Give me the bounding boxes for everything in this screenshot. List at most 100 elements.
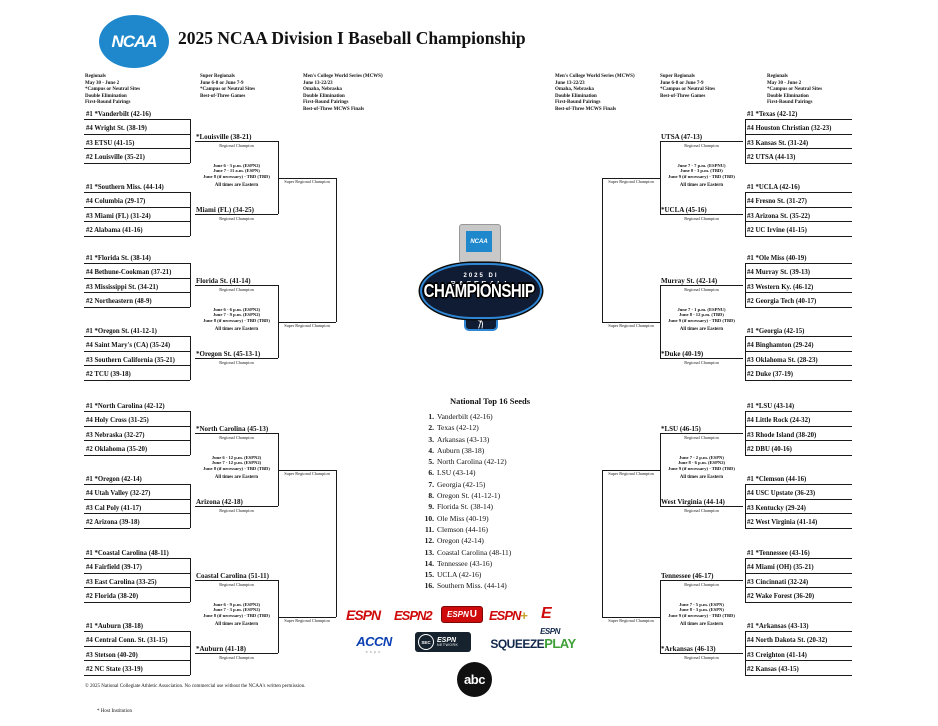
seed-team: Tennessee (43-16) bbox=[437, 558, 493, 568]
team-name: #4 Holy Cross (31-25) bbox=[86, 417, 149, 425]
bracket-line bbox=[190, 558, 191, 602]
schedule-line: June 7 - 1 p.m. (ESPNU) bbox=[677, 306, 726, 312]
regional-champion-name: *Arkansas (46-13) bbox=[661, 644, 716, 653]
super-regional-champion-caption: Super Regional Champion bbox=[284, 618, 330, 623]
bracket-line bbox=[745, 513, 852, 515]
seed-item: 7. Georgia (42-15) bbox=[420, 479, 590, 490]
bracket-line bbox=[84, 601, 190, 603]
bracket-line bbox=[660, 285, 743, 286]
bracket-line bbox=[660, 141, 661, 214]
bracket-line bbox=[190, 411, 191, 455]
schedule-line: June 8 - 3 p.m. (TBD) bbox=[680, 168, 723, 174]
info-line: June 6-8 or June 7-9 bbox=[660, 80, 704, 86]
team-name: #4 Miami (OH) (35-21) bbox=[747, 564, 814, 572]
play-word: PLAY bbox=[544, 636, 576, 651]
team-name: #2 Kansas (43-15) bbox=[747, 666, 799, 674]
info-line: Men's College World Series (MCWS) bbox=[303, 74, 383, 79]
schedule-line: June 7 - 7 p.m. (ESPNU) bbox=[677, 162, 726, 168]
info-block-mcws-left: Men's College World Series (MCWS) June 13… bbox=[303, 74, 383, 114]
seed-item: 8. Oregon St. (41-12-1) bbox=[420, 490, 590, 501]
bracket-line bbox=[84, 192, 190, 193]
squeeze-word: SQUEEZE bbox=[490, 637, 545, 651]
seed-team: Clemson (44-16) bbox=[437, 524, 489, 534]
bracket-line bbox=[745, 192, 746, 236]
seed-team: Vanderbilt (42-16) bbox=[437, 412, 493, 421]
squeeze-espn-text: ESPN bbox=[540, 627, 560, 636]
super-regional-schedule: June 6 - 6 p.m. (ESPN2) June 7 - 9 p.m. (… bbox=[196, 307, 277, 333]
seed-number: 14. bbox=[424, 558, 434, 568]
championship-logo: NCAA 2025 DI BASEBALL CHAMPIONSHIP bbox=[412, 224, 546, 331]
all-times-note: All times are Eastern bbox=[214, 474, 259, 480]
info-line: Double Elimination bbox=[555, 93, 597, 99]
info-line: Double Elimination bbox=[767, 93, 809, 99]
regional-champion-name: *Duke (40-19) bbox=[661, 349, 704, 358]
bracket-line bbox=[84, 660, 190, 662]
team-name: #2 Oklahoma (35-20) bbox=[86, 446, 148, 454]
seed-team: Auburn (38-18) bbox=[437, 445, 485, 455]
bracket-line bbox=[190, 119, 191, 163]
espn-deportes-logo: E bbox=[541, 605, 552, 622]
seed-team: Ole Miss (40-19) bbox=[437, 513, 489, 523]
info-line: Double Elimination bbox=[85, 93, 127, 99]
bracket-line bbox=[278, 177, 336, 179]
bracket-line bbox=[745, 148, 852, 150]
team-name: #1 *Oregon St. (41-12-1) bbox=[86, 327, 157, 335]
seed-number: 16. bbox=[424, 581, 434, 591]
info-line: First-Round Pairings bbox=[85, 100, 131, 106]
team-name: #4 Fairfield (39-17) bbox=[86, 564, 142, 572]
regional-champion-name: Florida St. (41-14) bbox=[196, 276, 251, 285]
bracket-line bbox=[602, 321, 660, 323]
team-name: #3 Arizona St. (35-22) bbox=[747, 212, 811, 220]
sec-network-logo: SEC ESPN NETWORK bbox=[415, 632, 471, 652]
bracket-line bbox=[195, 141, 278, 142]
super-regional-champion-caption: Super Regional Champion bbox=[608, 471, 654, 476]
bracket-line bbox=[84, 645, 190, 647]
team-name: #3 East Carolina (33-25) bbox=[86, 578, 157, 586]
team-name: #4 Murray St. (39-13) bbox=[747, 269, 811, 277]
bracket-line bbox=[745, 206, 852, 208]
all-times-note: All times are Eastern bbox=[679, 326, 724, 332]
team-name: #3 Rhode Island (38-20) bbox=[747, 431, 817, 439]
seed-number: 15. bbox=[424, 570, 434, 580]
bracket-line bbox=[602, 469, 660, 471]
bracket-line bbox=[84, 162, 190, 164]
espn-wordmark: ESPN bbox=[346, 607, 381, 623]
bracket-line bbox=[745, 336, 746, 380]
espnu-letter: U bbox=[469, 609, 478, 620]
bracket-line bbox=[602, 177, 660, 179]
team-name: #1 *UCLA (42-16) bbox=[747, 183, 800, 191]
all-times-note: All times are Eastern bbox=[214, 326, 259, 332]
seed-number: 12. bbox=[424, 536, 434, 546]
regional-champion-caption: Regional Champion bbox=[684, 654, 719, 660]
espn-logo: ESPN bbox=[346, 607, 381, 625]
regional-champion-name: *Auburn (41-18) bbox=[196, 644, 246, 653]
regional-champion-caption: Regional Champion bbox=[219, 434, 254, 440]
seed-item: 2. Texas (42-12) bbox=[420, 422, 590, 433]
bracket-line bbox=[84, 379, 190, 381]
bracket-line bbox=[84, 454, 190, 456]
regional-champion-caption: Regional Champion bbox=[219, 507, 254, 513]
team-name: #2 Duke (37-19) bbox=[747, 371, 794, 379]
regional-champion-name: *Oregon St. (45-13-1) bbox=[196, 349, 261, 358]
team-name: #3 Cal Poly (41-17) bbox=[86, 504, 142, 512]
seed-item: 1. Vanderbilt (42-16) bbox=[420, 411, 590, 422]
regional-champion-name: Murray St. (42-14) bbox=[661, 276, 718, 285]
info-block-super-regionals-right: Super Regionals June 6-8 or June 7-9 *Camp… bbox=[660, 74, 715, 100]
seed-number: 10. bbox=[424, 513, 434, 523]
bracket-line bbox=[745, 379, 852, 381]
bracket-line bbox=[195, 358, 278, 359]
bracket-line bbox=[745, 631, 746, 675]
regional-champion-name: West Virginia (44-14) bbox=[661, 497, 725, 506]
seed-number: 9. bbox=[428, 502, 434, 512]
bracket-line bbox=[745, 411, 746, 455]
team-name: #1 *Southern Miss. (44-14) bbox=[86, 183, 164, 191]
info-line: Super Regionals bbox=[200, 74, 235, 79]
schedule-line: June 6 - 9 p.m. (ESPN2) bbox=[212, 601, 261, 607]
team-name: #2 Alabama (41-16) bbox=[86, 227, 143, 235]
regional-champion-caption: Regional Champion bbox=[684, 142, 719, 148]
trophy-ncaa-text: NCAA bbox=[470, 238, 488, 245]
team-name: #1 *Auburn (38-18) bbox=[86, 622, 144, 630]
regional-champion-caption: Regional Champion bbox=[684, 581, 719, 587]
all-times-note: All times are Eastern bbox=[679, 621, 724, 627]
team-name: #3 Kentucky (29-24) bbox=[747, 504, 806, 512]
